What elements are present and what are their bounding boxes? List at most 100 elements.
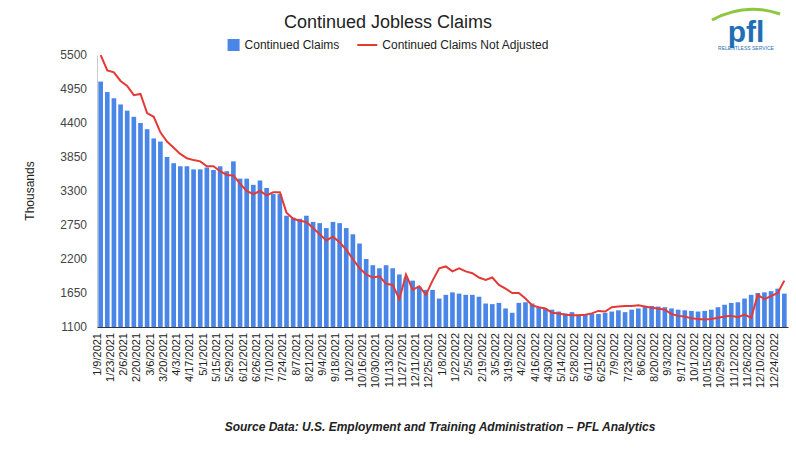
bar [98,82,103,327]
title: Continued Jobless Claims [284,12,492,32]
x-axis-line [98,327,789,328]
bar [676,310,681,327]
bar [583,315,588,327]
x-tick: 11/13/2021 [383,327,395,387]
x-tick-label: 4/2/2022 [515,333,527,376]
x-tick: 7/24/2021 [276,327,288,382]
x-tick: 6/12/2021 [237,327,249,382]
bar [264,188,269,327]
x-tick-label: 9/4/2021 [316,333,328,376]
x-tick: 7/23/2022 [622,327,634,382]
x-tick: 9/3/2022 [661,327,673,376]
x-tick-label: 6/26/2021 [250,333,262,382]
y-tick-label: 2750 [60,218,87,232]
y-tick: 1650 [60,286,97,300]
bar [497,303,502,327]
x-tick: 3/19/2022 [502,327,514,382]
bar [105,92,110,327]
bar [510,313,515,327]
logo-text: pfl [728,15,765,48]
x-tick-label: 3/19/2022 [502,333,514,382]
bar [643,307,648,327]
x-tick-label: 10/2/2021 [343,333,355,382]
y-tick: 2200 [60,252,97,266]
x-tick: 9/18/2021 [329,327,341,382]
bar [244,179,249,327]
bar [151,138,156,327]
bar [291,218,296,327]
x-tick: 2/19/2022 [475,327,487,382]
bar [364,259,369,327]
x-tick-label: 7/10/2021 [263,333,275,382]
x-tick: 5/29/2021 [223,327,235,382]
x-tick-label: 2/6/2021 [117,333,129,376]
bar [198,169,203,327]
y-tick: 3850 [60,150,97,164]
legend-swatch [228,39,240,51]
y-tick-label: 4400 [60,116,87,130]
x-tick: 10/1/2022 [688,327,700,382]
bar [185,166,190,327]
x-tick-label: 8/21/2021 [303,333,315,382]
x-tick-label: 11/13/2021 [383,333,395,387]
x-tick: 4/17/2021 [183,327,195,382]
x-axis: 1/9/20211/23/20212/6/20212/20/20213/6/20… [91,327,789,388]
x-tick-label: 3/5/2022 [489,333,501,376]
logo-tagline: RELENTLESS SERVICE [718,45,774,51]
legend-item: Continued Claims Not Adjusted [357,38,548,52]
y-axis-line [97,56,98,328]
x-tick: 6/25/2022 [595,327,607,382]
y-axis-title: Thousands [23,161,37,220]
bar [503,308,508,327]
plot: 1100165022002750330038504400495055001/9/… [60,48,788,388]
bar [543,308,548,327]
x-tick-label: 9/17/2022 [675,333,687,382]
bar [324,228,329,327]
bar [211,170,216,327]
x-tick-label: 2/5/2022 [462,333,474,376]
x-tick-label: 7/9/2022 [608,333,620,376]
x-tick-label: 4/16/2022 [529,333,541,382]
bar [682,310,687,327]
x-tick: 12/11/2021 [409,327,421,387]
x-tick-label: 1/8/2022 [436,333,448,376]
x-tick: 7/9/2022 [608,327,620,376]
bar [171,163,176,327]
x-tick-label: 12/11/2021 [409,333,421,387]
bar [271,194,276,327]
x-tick: 6/11/2022 [582,327,594,381]
bar [297,219,302,327]
x-tick: 4/16/2022 [529,327,541,382]
bar [304,216,309,327]
x-tick-label: 10/1/2022 [688,333,700,382]
legend-swatch [357,44,377,46]
y-tick: 4400 [60,116,97,130]
x-tick: 12/25/2021 [422,327,434,388]
x-tick: 2/6/2021 [117,327,129,376]
x-tick-label: 7/24/2021 [276,333,288,382]
x-tick-label: 11/26/2022 [741,333,753,387]
bar [417,287,422,327]
bar [576,315,581,327]
x-tick: 11/26/2022 [741,327,753,387]
bar [284,216,289,327]
x-tick: 7/10/2021 [263,327,275,382]
x-tick-label: 12/10/2022 [754,333,766,388]
line [101,55,785,320]
legend-label: Continued Claims [245,38,340,52]
x-tick-label: 6/12/2021 [237,333,249,382]
bar [437,299,442,327]
y-tick: 2750 [60,218,97,232]
x-tick: 1/8/2022 [436,327,448,376]
bar [596,314,601,327]
bar [165,157,170,327]
source-note: Source Data: U.S. Employment and Trainin… [225,420,656,434]
bar [231,161,236,327]
bar [112,98,117,327]
x-tick: 10/29/2022 [714,327,726,388]
y-tick: 5500 [60,48,97,62]
bar [390,268,395,327]
x-tick: 11/12/2022 [728,327,740,387]
x-tick-label: 1/23/2021 [104,333,116,382]
x-tick: 4/3/2021 [170,327,182,376]
